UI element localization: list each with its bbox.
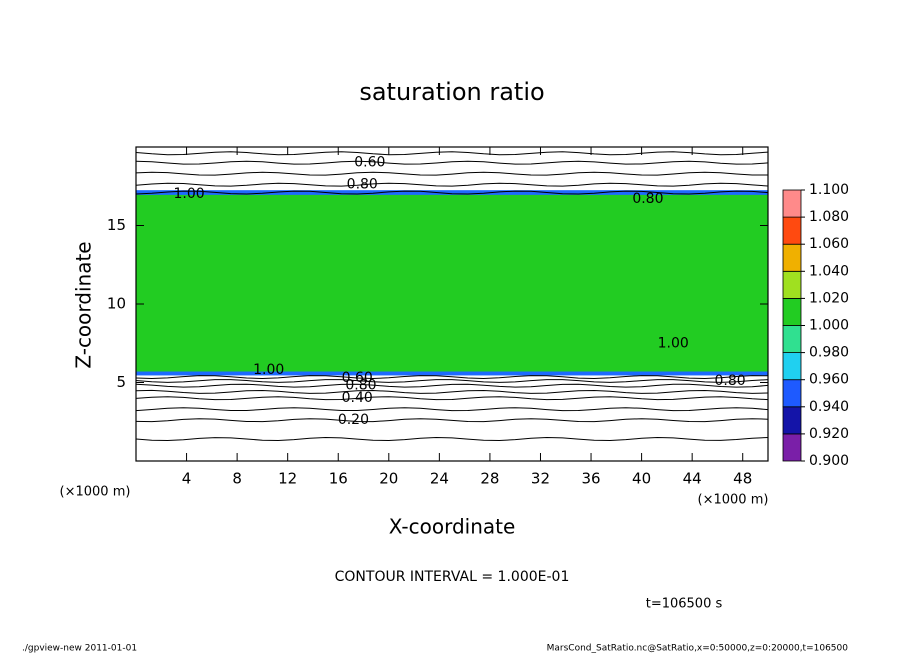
- x-axis-label: X-coordinate: [389, 515, 516, 539]
- x-tick-label: 8: [232, 470, 242, 488]
- contour-line: [135, 436, 769, 442]
- y-tick-label: 5: [116, 373, 126, 391]
- colorbar-label: 1.080: [809, 209, 849, 225]
- filled-region: [136, 190, 768, 195]
- colorbar-bin: [782, 325, 802, 354]
- x-tick-label: 48: [733, 470, 752, 488]
- x-tick-label: 36: [581, 470, 600, 488]
- colorbar-bin: [782, 406, 802, 435]
- colorbar-bin: [782, 243, 802, 272]
- contour-line: [135, 171, 768, 176]
- x-tick-label: 28: [480, 470, 499, 488]
- contour-line: [135, 151, 769, 156]
- contour-label: 1.00: [253, 362, 284, 378]
- colorbar-label: 0.980: [809, 345, 849, 361]
- x-tick-label: 24: [430, 470, 449, 488]
- x-tick-label: 12: [278, 470, 297, 488]
- contour-label: 0.40: [342, 390, 373, 406]
- contour-label: 0.60: [354, 155, 385, 171]
- contour-line: [135, 190, 769, 195]
- x-tick-label: 32: [531, 470, 550, 488]
- contour-line: [135, 389, 769, 394]
- contour-label: 1.00: [174, 186, 205, 202]
- colorbar-label: 1.060: [809, 236, 849, 252]
- time-label: t=106500 s: [646, 597, 723, 612]
- contour-line: [135, 160, 769, 165]
- contour-line: [135, 396, 769, 401]
- filled-region: [136, 371, 768, 376]
- colorbar-bin: [782, 433, 802, 462]
- contour-interval: CONTOUR INTERVAL = 1.000E-01: [335, 569, 570, 585]
- contour-label: 0.80: [714, 373, 745, 389]
- colorbar-label: 1.020: [809, 290, 849, 306]
- contour-label: 0.80: [345, 378, 376, 394]
- colorbar-label: 0.960: [809, 372, 849, 388]
- contour-label: 1.00: [658, 335, 689, 351]
- x-tick-label: 44: [683, 470, 702, 488]
- contour-line: [135, 407, 769, 412]
- x-tick-label: 4: [182, 470, 192, 488]
- chart-title: saturation ratio: [359, 78, 544, 106]
- colorbar-label: 0.900: [809, 453, 849, 469]
- colorbar-label: 1.000: [809, 318, 849, 334]
- contour-label: 0.60: [342, 370, 373, 386]
- contour-label: 0.80: [347, 177, 378, 193]
- colorbar-label: 1.100: [809, 182, 849, 198]
- colorbar-bin: [782, 379, 802, 408]
- y-tick-label: 15: [107, 216, 126, 234]
- contour-line: [135, 418, 769, 423]
- colorbar-bin: [782, 297, 802, 326]
- contour-line: [135, 375, 769, 380]
- x-tick-label: 20: [379, 470, 398, 488]
- y-axis-label: Z-coordinate: [72, 241, 96, 368]
- filled-region: [136, 192, 768, 374]
- colorbar-label: 0.920: [809, 426, 849, 442]
- contour-line: [135, 379, 769, 383]
- colorbar-bin: [782, 352, 802, 381]
- contour-label: 0.80: [632, 191, 663, 207]
- colorbar-label: 0.940: [809, 399, 849, 415]
- colorbar-bin: [782, 216, 802, 245]
- file-label: MarsCond_SatRatio.nc@SatRatio,x=0:50000,…: [547, 644, 849, 654]
- x-tick-label: 40: [632, 470, 651, 488]
- colorbar-bin: [782, 270, 802, 299]
- x-tick-label: 16: [329, 470, 348, 488]
- x-unit: (×1000 m): [698, 493, 769, 508]
- contour-line: [135, 383, 769, 388]
- colorbar-bin: [782, 189, 802, 218]
- y-unit: (×1000 m): [60, 485, 131, 500]
- colorbar-label: 1.040: [809, 263, 849, 279]
- program-label: ./gpview-new 2011-01-01: [22, 644, 137, 654]
- contour-line: [135, 182, 769, 187]
- contour-label: 0.20: [338, 412, 369, 428]
- y-tick-label: 10: [107, 295, 126, 313]
